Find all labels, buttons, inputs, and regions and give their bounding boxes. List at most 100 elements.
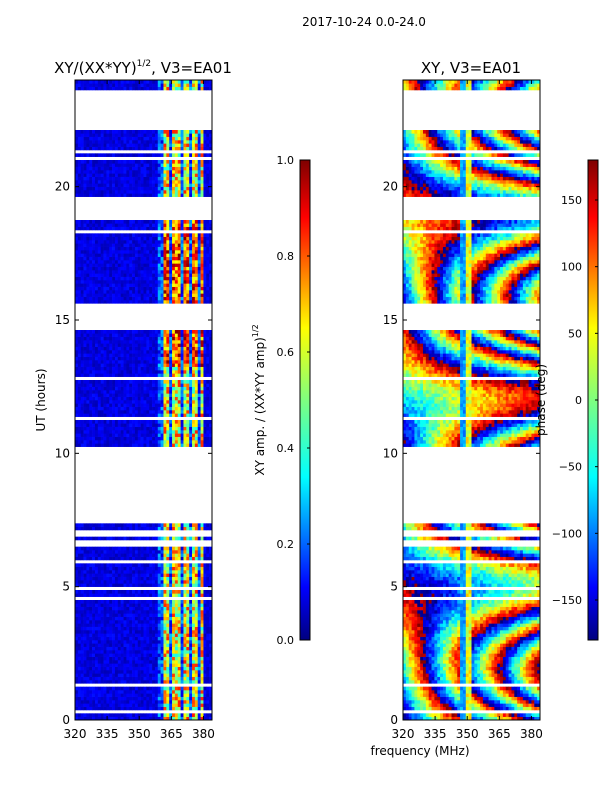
heat-cell: [112, 356, 116, 361]
heat-cell: [197, 426, 201, 431]
heat-cell: [132, 426, 136, 431]
heat-cell: [177, 343, 181, 347]
heat-cell: [157, 650, 161, 654]
heat-cell: [152, 443, 156, 447]
heat-cell: [209, 300, 212, 304]
heat-cell: [80, 393, 84, 397]
heat-cell: [200, 263, 204, 267]
heat-cell: [209, 580, 212, 584]
heat-cell: [152, 696, 156, 701]
heat-cell: [157, 436, 161, 441]
heat-cell: [77, 620, 82, 624]
heat-cell: [194, 270, 199, 274]
heat-cell: [197, 563, 201, 567]
heat-cell: [169, 236, 173, 241]
heat-cell: [86, 333, 90, 337]
heat-cell: [163, 356, 167, 361]
heat-cell: [149, 440, 153, 444]
heat-cell: [97, 696, 101, 701]
heat-cell: [180, 433, 184, 437]
heat-cell: [157, 393, 161, 397]
heat-cell: [132, 613, 136, 617]
heat-cell: [157, 276, 161, 281]
heat-cell: [126, 583, 130, 587]
heat-cell: [163, 286, 167, 291]
heat-cell: [192, 433, 196, 437]
heat-cell: [189, 526, 193, 531]
heat-cell: [206, 590, 210, 594]
heat-cell: [137, 403, 141, 407]
heat-cell: [186, 646, 190, 651]
heat-cell: [163, 396, 167, 401]
heat-cell: [137, 246, 141, 251]
heat-cell: [103, 643, 107, 647]
heat-cell: [114, 553, 119, 557]
heat-cell: [129, 436, 133, 441]
heat-cell: [75, 433, 79, 437]
heat-cell: [109, 233, 113, 237]
heat-cell: [200, 523, 204, 527]
heat-cell: [149, 526, 153, 531]
heat-cell: [126, 256, 130, 261]
heat-cell: [203, 380, 207, 384]
heat-cell: [134, 536, 139, 541]
heat-cell: [117, 240, 121, 244]
heat-cell: [146, 280, 150, 284]
heat-cell: [186, 250, 190, 254]
heat-cell: [189, 296, 193, 301]
heat-cell: [89, 686, 93, 691]
heat-cell: [94, 256, 99, 261]
heat-cell: [189, 330, 193, 334]
heat-cell: [194, 286, 199, 291]
heat-cell: [166, 233, 170, 237]
heat-cell: [114, 573, 119, 577]
heat-cell: [186, 350, 190, 354]
heat-cell: [75, 263, 79, 267]
heat-cell: [203, 443, 207, 447]
heat-cell: [106, 630, 110, 634]
heat-cell: [169, 386, 173, 391]
heat-cell: [126, 713, 130, 717]
heat-cell: [200, 623, 204, 627]
heat-cell: [112, 606, 116, 611]
heat-cell: [92, 373, 96, 377]
heat-cell: [114, 633, 119, 637]
heat-cell: [77, 426, 82, 431]
heat-cell: [103, 420, 107, 424]
heat-cell: [154, 360, 159, 364]
heat-cell: [137, 550, 141, 554]
heat-cell: [137, 300, 141, 304]
heat-cell: [134, 643, 139, 647]
heat-cell: [97, 240, 101, 244]
heat-cell: [103, 700, 107, 704]
heat-cell: [83, 640, 87, 644]
heat-cell: [143, 546, 147, 551]
heat-cell: [157, 613, 161, 617]
heat-cell: [157, 290, 161, 294]
heat-cell: [183, 550, 187, 554]
heat-cell: [129, 353, 133, 357]
heat-cell: [157, 676, 161, 681]
heat-cell: [89, 283, 93, 287]
heat-cell: [192, 636, 196, 641]
heat-cell: [152, 366, 156, 371]
heat-cell: [100, 293, 104, 297]
heat-cell: [129, 703, 133, 707]
heat-cell: [183, 603, 187, 607]
heat-cell: [89, 423, 93, 427]
heat-cell: [203, 270, 207, 274]
heat-cell: [75, 396, 79, 401]
heat-cell: [189, 413, 193, 417]
heat-cell: [183, 370, 187, 374]
heat-cell: [146, 253, 150, 257]
heat-cell: [200, 600, 204, 604]
heat-cell: [166, 290, 170, 294]
heat-cell: [189, 370, 193, 374]
heat-cell: [129, 233, 133, 237]
heat-cell: [112, 400, 116, 404]
heat-cell: [143, 606, 147, 611]
heat-cell: [134, 650, 139, 654]
heat-cell: [117, 693, 121, 697]
heat-cell: [126, 286, 130, 291]
heat-cell: [77, 380, 82, 384]
